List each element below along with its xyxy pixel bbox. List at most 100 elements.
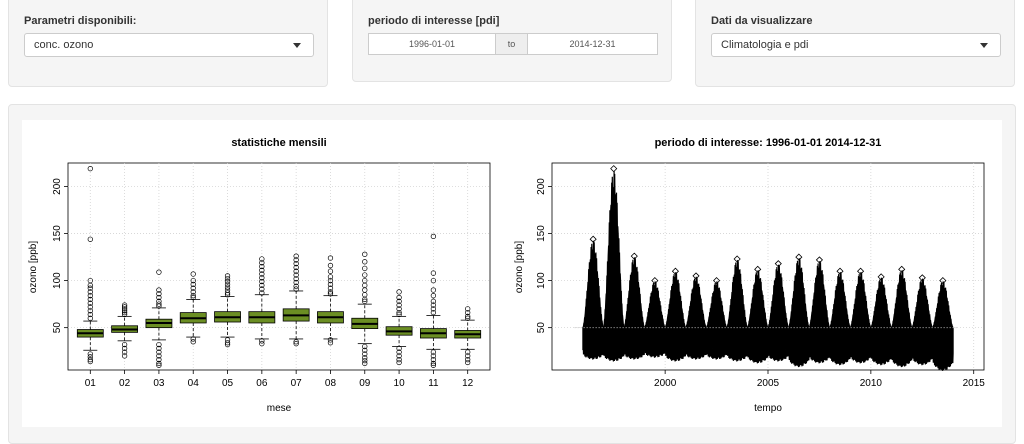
low-point xyxy=(938,361,946,369)
boxplot-xlabel: mese xyxy=(267,403,292,414)
low-point xyxy=(732,352,740,360)
peak-point xyxy=(589,235,597,243)
series-band-2000 xyxy=(664,272,687,362)
peak-point xyxy=(630,252,638,260)
outlier-point xyxy=(121,304,128,310)
outlier-point xyxy=(465,349,471,355)
low-point xyxy=(876,356,884,364)
timeseries-title: periodo di interesse: 1996-01-01 2014-12… xyxy=(655,137,882,149)
timeseries-ylabel: ozono [ppb] xyxy=(514,241,525,293)
outlier-point xyxy=(121,349,128,355)
outlier-point xyxy=(465,359,471,366)
outlier-point xyxy=(190,289,196,295)
outlier-point xyxy=(362,357,368,364)
outlier-point xyxy=(293,341,299,347)
outlier-point xyxy=(362,298,368,304)
date-end-input[interactable]: 2014-12-31 xyxy=(527,33,658,55)
outlier-point xyxy=(156,301,162,307)
outlier-point xyxy=(465,306,471,312)
outlier-point xyxy=(293,261,299,267)
outlier-point xyxy=(465,356,471,363)
outlier-point xyxy=(156,353,162,359)
outlier-point xyxy=(396,294,402,301)
outlier-point xyxy=(259,271,265,277)
outlier-point xyxy=(224,276,231,282)
x-tick-label: 10 xyxy=(394,378,406,389)
outlier-point xyxy=(430,293,437,299)
outlier-point xyxy=(430,349,437,355)
dati-value: Climatologia e pdi xyxy=(721,39,809,51)
outlier-point xyxy=(87,282,93,288)
low-point xyxy=(773,352,781,360)
outlier-point xyxy=(259,275,265,281)
outlier-point xyxy=(121,308,128,314)
outlier-point xyxy=(293,279,299,286)
boxplot-title: statistiche mensili xyxy=(231,137,326,149)
peak-point xyxy=(671,267,679,275)
charts-svg: statistiche mensili mese ozono [ppb] 50 1… xyxy=(28,137,985,414)
outlier-point xyxy=(327,337,334,343)
outlier-point xyxy=(156,362,162,368)
outlier-point xyxy=(121,311,128,318)
x-tick-label: 2000 xyxy=(654,378,677,389)
series-band-1999 xyxy=(644,281,666,358)
outlier-point xyxy=(87,358,93,365)
x-tick-label: 09 xyxy=(359,378,371,389)
low-point xyxy=(917,356,925,364)
outlier-point xyxy=(224,281,231,288)
outlier-point xyxy=(327,268,334,274)
low-point xyxy=(691,350,699,358)
chevron-down-icon xyxy=(293,43,301,48)
peak-point xyxy=(774,260,782,268)
outlier-point xyxy=(87,165,93,172)
low-point xyxy=(794,357,802,366)
outlier-point xyxy=(87,236,93,242)
outlier-point xyxy=(190,294,196,301)
x-tick-label: 08 xyxy=(325,378,337,389)
outlier-point xyxy=(327,285,334,291)
outlier-point xyxy=(121,306,128,312)
outlier-point xyxy=(465,315,471,321)
outlier-point xyxy=(87,289,93,295)
outlier-point xyxy=(190,277,196,284)
series-band-2005 xyxy=(767,264,790,362)
outlier-point xyxy=(156,356,162,363)
outlier-point xyxy=(259,282,265,288)
series-band-2007 xyxy=(808,261,831,364)
series-band-2002 xyxy=(705,281,728,360)
outlier-point xyxy=(362,296,368,303)
outlier-point xyxy=(190,285,196,291)
y-tick-label: 50 xyxy=(536,322,547,334)
outlier-point xyxy=(224,292,231,298)
outlier-point xyxy=(396,289,402,295)
outlier-point xyxy=(430,360,437,367)
peak-point xyxy=(918,274,926,282)
outlier-point xyxy=(327,262,334,269)
series-band-2008 xyxy=(829,272,851,366)
outlier-point xyxy=(121,353,128,359)
dati-select[interactable]: Climatologia e pdi xyxy=(711,33,1001,57)
date-start-input[interactable]: 1996-01-01 xyxy=(368,33,496,55)
outlier-point xyxy=(121,341,128,348)
outlier-point xyxy=(430,298,437,304)
outlier-point xyxy=(396,345,402,352)
timeseries-xlabel: tempo xyxy=(754,403,782,414)
series-band-1996 xyxy=(582,240,604,360)
outlier-point xyxy=(327,289,334,295)
dati-panel: Dati da visualizzare Climatologia e pdi xyxy=(695,0,1015,87)
periodo-panel: periodo di interesse [pdi] 1996-01-01 to… xyxy=(352,0,672,82)
outlier-point xyxy=(190,293,196,299)
outlier-point xyxy=(190,339,196,345)
outlier-point xyxy=(156,345,162,352)
low-point xyxy=(835,356,843,364)
peak-point xyxy=(610,165,618,173)
low-point xyxy=(711,350,720,358)
parametri-select[interactable]: conc. ozono xyxy=(24,33,314,57)
outlier-point xyxy=(156,291,162,297)
peak-point xyxy=(815,256,823,264)
series-band-1997 xyxy=(602,171,625,362)
outlier-point xyxy=(430,277,437,284)
peak-point xyxy=(692,272,700,280)
outlier-point xyxy=(87,300,93,306)
series-band-2001 xyxy=(685,276,707,360)
